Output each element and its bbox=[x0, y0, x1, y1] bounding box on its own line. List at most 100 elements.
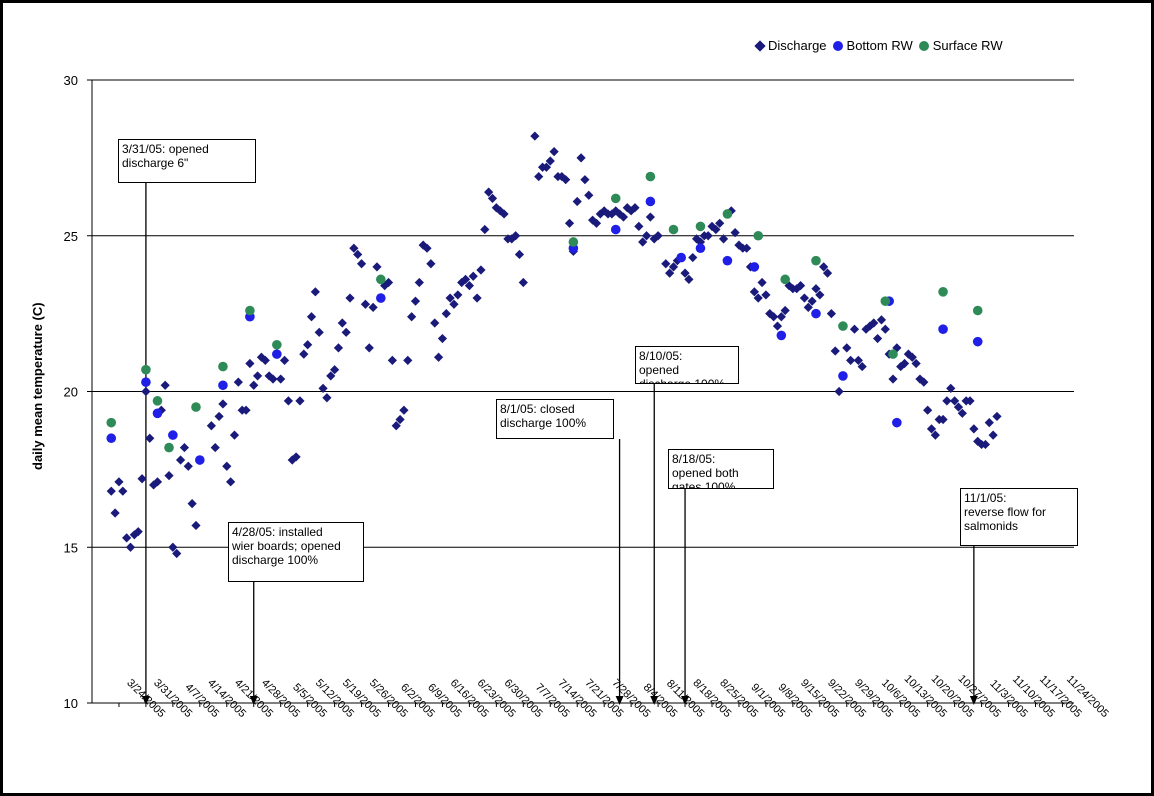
data-point-discharge bbox=[218, 399, 228, 409]
data-point-discharge bbox=[965, 396, 975, 406]
data-point-discharge bbox=[318, 383, 328, 393]
data-point-bottom-rw bbox=[376, 293, 386, 303]
data-point-discharge bbox=[183, 461, 193, 471]
data-point-discharge bbox=[903, 349, 914, 359]
data-point-bottom-rw bbox=[695, 243, 706, 254]
data-point-discharge bbox=[480, 224, 490, 235]
data-point-discharge bbox=[807, 296, 817, 306]
data-point-discharge bbox=[591, 218, 602, 228]
data-point-surface-rw bbox=[972, 305, 983, 316]
data-point-discharge bbox=[476, 265, 486, 275]
annotation-box: 8/10/05: opened discharge 100% bbox=[635, 346, 739, 384]
data-point-discharge bbox=[665, 268, 675, 278]
data-point-discharge bbox=[915, 374, 925, 384]
data-point-discharge bbox=[168, 542, 178, 552]
data-point-discharge bbox=[926, 424, 937, 434]
legend-item-discharge: Discharge bbox=[754, 38, 827, 53]
data-point-discharge bbox=[530, 131, 540, 141]
data-point-discharge bbox=[641, 231, 652, 241]
data-point-discharge bbox=[772, 321, 783, 331]
data-point-discharge bbox=[992, 411, 1002, 422]
data-point-discharge bbox=[407, 312, 417, 322]
data-point-discharge bbox=[276, 374, 286, 384]
data-point-discharge bbox=[399, 405, 409, 415]
data-point-discharge bbox=[869, 318, 879, 328]
data-point-discharge bbox=[830, 346, 840, 356]
data-point-discharge bbox=[711, 224, 721, 235]
data-point-discharge bbox=[984, 418, 994, 428]
y-tick-label: 15 bbox=[64, 540, 78, 555]
data-point-discharge bbox=[561, 175, 571, 185]
data-point-discharge bbox=[507, 234, 517, 244]
data-point-bottom-rw bbox=[972, 336, 983, 347]
data-point-discharge bbox=[433, 352, 444, 362]
data-point-discharge bbox=[430, 318, 440, 328]
annotation-arrow bbox=[141, 696, 150, 705]
data-point-discharge bbox=[360, 299, 371, 309]
data-point-discharge bbox=[857, 361, 867, 372]
data-point-discharge bbox=[252, 371, 263, 381]
data-point-discharge bbox=[980, 439, 991, 450]
data-point-discharge bbox=[349, 243, 359, 253]
data-point-discharge bbox=[164, 471, 174, 481]
data-point-discharge bbox=[607, 209, 617, 219]
data-point-discharge bbox=[464, 280, 474, 291]
data-point-discharge bbox=[426, 259, 436, 269]
data-point-discharge bbox=[264, 371, 274, 381]
data-point-discharge bbox=[283, 396, 293, 406]
data-point-discharge bbox=[742, 243, 752, 253]
data-point-surface-rw bbox=[780, 274, 790, 285]
data-point-discharge bbox=[214, 411, 224, 422]
data-point-discharge bbox=[584, 190, 594, 200]
data-point-discharge bbox=[333, 343, 344, 353]
data-point-discharge bbox=[953, 402, 964, 412]
annotation-box: 11/1/05: reverse flow for salmonids bbox=[960, 488, 1078, 546]
data-point-discharge bbox=[310, 287, 320, 297]
data-point-surface-rw bbox=[645, 171, 656, 182]
data-point-discharge bbox=[306, 312, 317, 322]
data-point-bottom-rw bbox=[645, 196, 656, 207]
data-point-surface-rw bbox=[668, 224, 679, 235]
y-tick-label: 25 bbox=[64, 229, 78, 244]
data-point-discharge bbox=[896, 361, 906, 372]
data-point-discharge bbox=[865, 321, 875, 331]
data-point-discharge bbox=[149, 480, 159, 490]
data-point-surface-rw bbox=[152, 396, 163, 406]
data-point-bottom-rw bbox=[749, 262, 760, 272]
data-point-discharge bbox=[957, 408, 967, 418]
data-point-discharge bbox=[291, 452, 301, 462]
data-point-discharge bbox=[688, 252, 698, 263]
data-point-bottom-rw bbox=[195, 455, 205, 465]
data-point-discharge bbox=[414, 277, 424, 288]
annotation-arrow bbox=[969, 696, 978, 705]
data-point-discharge bbox=[380, 280, 390, 291]
data-point-discharge bbox=[445, 293, 455, 303]
data-point-discharge bbox=[468, 271, 478, 281]
annotation-box: 4/28/05: installed wier boards; opened d… bbox=[228, 522, 364, 582]
data-point-bottom-rw bbox=[218, 380, 228, 391]
data-point-discharge bbox=[653, 231, 663, 241]
data-point-discharge bbox=[576, 153, 586, 163]
data-point-discharge bbox=[919, 377, 929, 387]
data-point-discharge bbox=[518, 277, 528, 288]
data-point-surface-rw bbox=[218, 361, 228, 372]
diamond-icon bbox=[754, 39, 766, 52]
data-point-discharge bbox=[780, 305, 790, 316]
data-point-bottom-rw bbox=[892, 417, 902, 428]
data-point-discharge bbox=[487, 193, 498, 203]
data-point-discharge bbox=[680, 268, 690, 278]
data-point-discharge bbox=[861, 324, 871, 334]
data-point-discharge bbox=[853, 355, 863, 365]
data-point-discharge bbox=[372, 262, 382, 272]
data-point-discharge bbox=[206, 421, 216, 431]
data-point-discharge bbox=[803, 302, 813, 312]
data-point-discharge bbox=[122, 533, 132, 543]
data-point-discharge bbox=[757, 277, 767, 288]
data-point-discharge bbox=[106, 486, 116, 496]
data-point-discharge bbox=[326, 371, 336, 381]
data-point-discharge bbox=[299, 349, 309, 359]
legend: Discharge Bottom RW Surface RW bbox=[754, 38, 1003, 53]
data-point-bottom-rw bbox=[168, 430, 178, 440]
data-point-discharge bbox=[769, 312, 779, 322]
data-point-discharge bbox=[472, 293, 482, 303]
